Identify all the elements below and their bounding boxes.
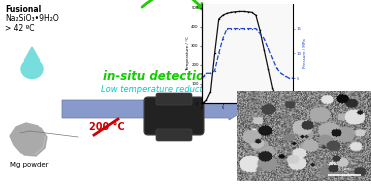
- Text: > 42 ºC: > 42 ºC: [5, 24, 35, 33]
- Polygon shape: [24, 47, 40, 61]
- Text: Fusional: Fusional: [5, 5, 41, 14]
- Polygon shape: [13, 125, 47, 156]
- FancyBboxPatch shape: [144, 97, 204, 135]
- Polygon shape: [10, 123, 44, 154]
- Text: in-situ detection: in-situ detection: [103, 70, 213, 83]
- Y-axis label: Pressure / MPa: Pressure / MPa: [303, 39, 307, 68]
- Text: hp-Si: hp-Si: [292, 171, 314, 180]
- Y-axis label: Temperature / °C: Temperature / °C: [186, 36, 190, 71]
- FancyBboxPatch shape: [156, 129, 192, 141]
- Text: Mg powder: Mg powder: [10, 162, 48, 168]
- FancyArrow shape: [62, 98, 247, 120]
- FancyBboxPatch shape: [156, 93, 192, 105]
- X-axis label: Time / h: Time / h: [239, 112, 256, 116]
- Text: Low temperature reduction: Low temperature reduction: [101, 85, 215, 94]
- Text: Na₂SiO₃•9H₂O: Na₂SiO₃•9H₂O: [5, 14, 59, 23]
- Text: 200 °C: 200 °C: [89, 122, 125, 132]
- Ellipse shape: [21, 60, 43, 78]
- Text: 5 μm: 5 μm: [338, 167, 349, 170]
